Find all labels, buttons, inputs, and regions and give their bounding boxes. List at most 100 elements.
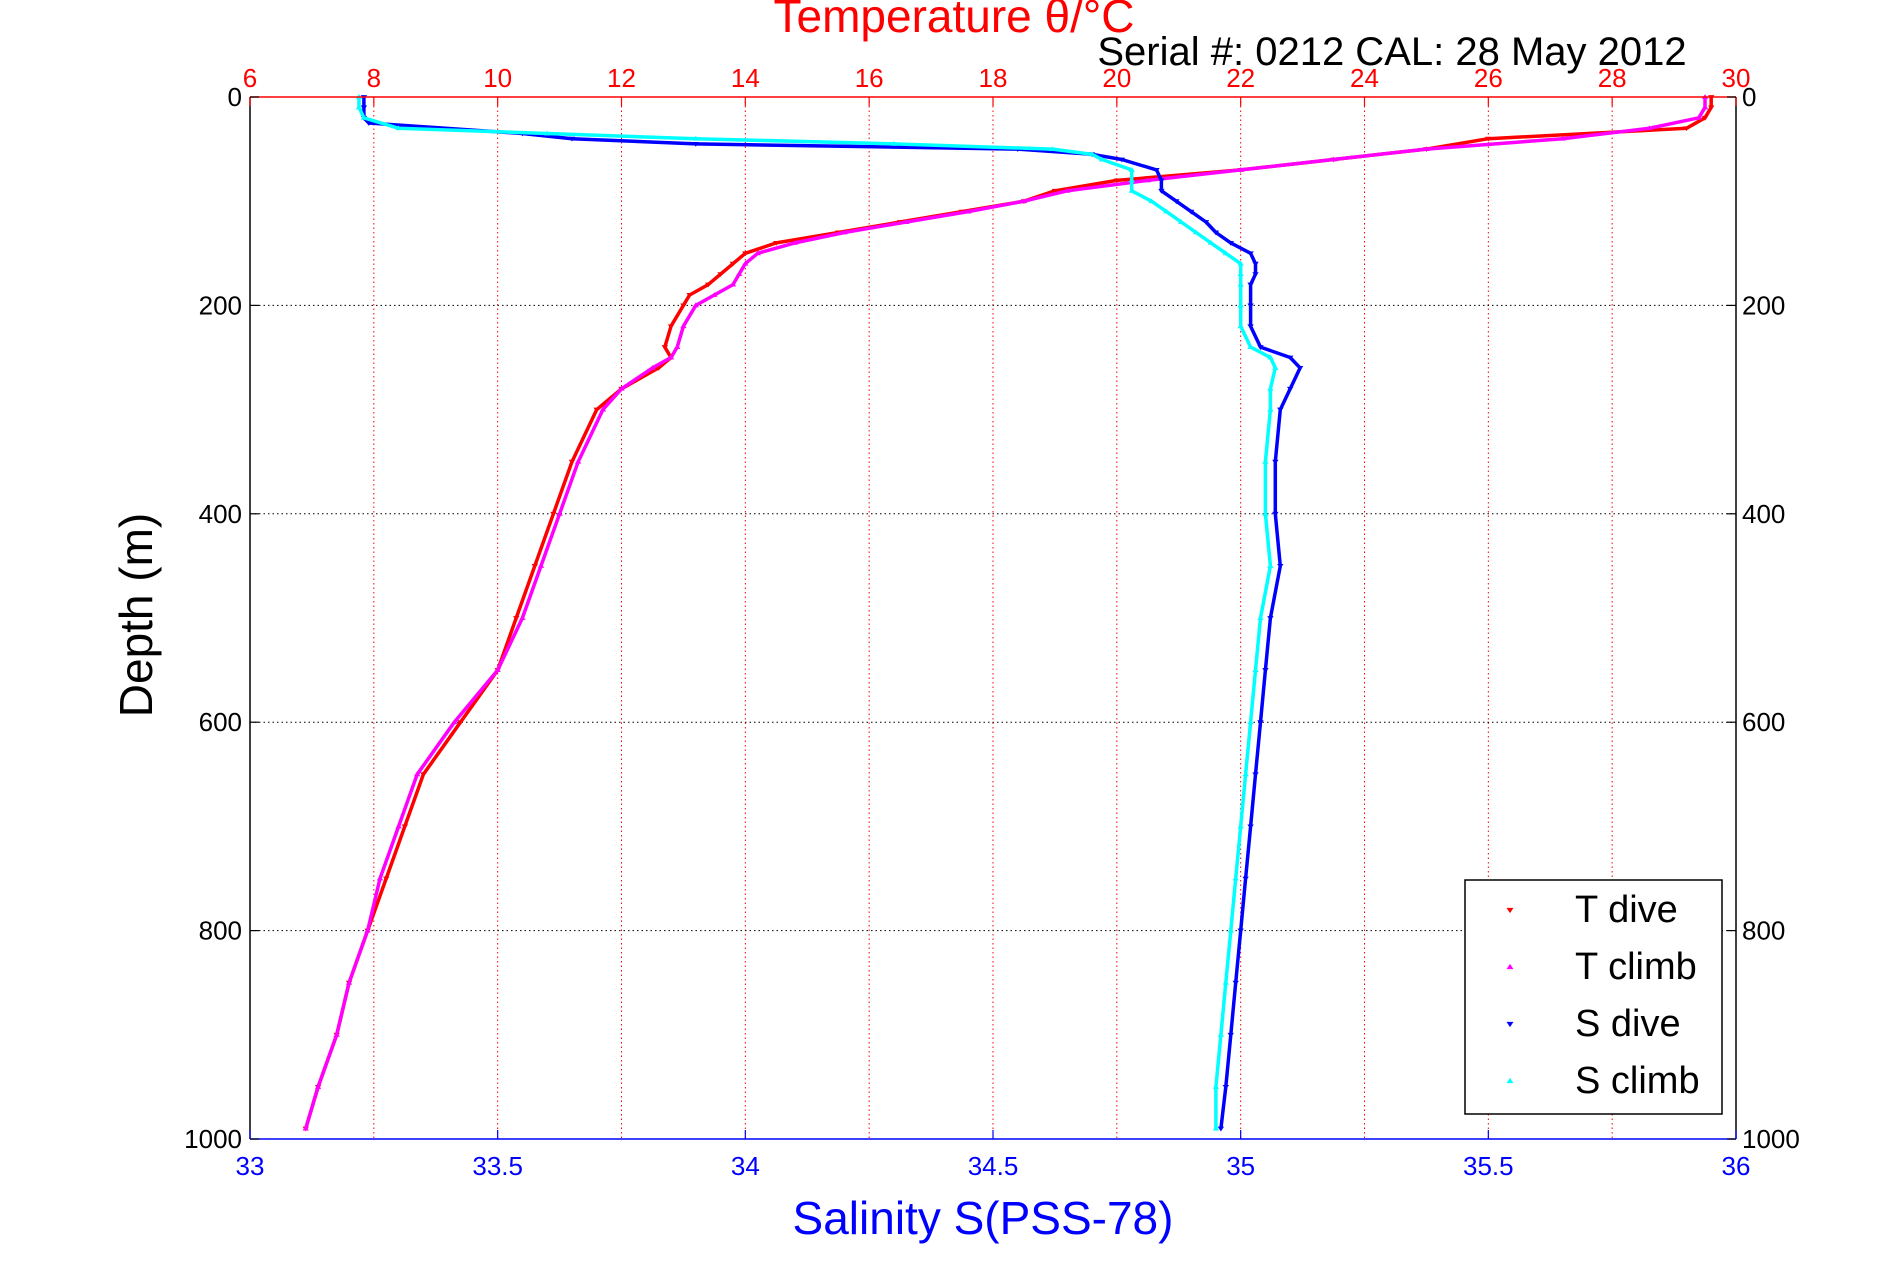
data-point-t-dive [773, 240, 780, 246]
data-point-s-dive [1277, 407, 1284, 413]
data-point-s-dive [1212, 230, 1220, 236]
tick-label-depth-right: 0 [1742, 82, 1756, 112]
temperature-axis-title: Temperature θ/°C [774, 0, 1135, 42]
data-point-t-dive [383, 876, 390, 882]
data-point-s-climb [355, 104, 363, 110]
data-point-t-climb [754, 250, 761, 256]
data-point-t-climb [1701, 104, 1709, 110]
data-point-s-climb [1227, 927, 1234, 933]
legend: T dive T climb S dive S climb [1464, 879, 1723, 1115]
tick-label-depth-left: 1000 [184, 1124, 242, 1154]
series-s-climb [355, 94, 1279, 1131]
data-point-t-dive [593, 407, 600, 413]
data-point-s-dive [1287, 355, 1294, 361]
data-point-s-dive [1232, 980, 1239, 986]
data-point-s-dive [1247, 324, 1254, 330]
data-point-t-climb [791, 240, 799, 245]
data-point-s-climb [1252, 667, 1259, 673]
data-point-s-dive [1257, 345, 1264, 350]
data-point-s-dive [1277, 563, 1284, 569]
data-point-s-climb [1237, 823, 1244, 829]
data-point-t-dive [457, 720, 464, 726]
data-point-t-climb [537, 563, 545, 568]
data-point-t-climb [965, 208, 972, 214]
data-point-t-dive [513, 616, 520, 621]
data-point-s-climb [1272, 365, 1279, 370]
data-point-s-dive [1158, 188, 1165, 194]
data-point-t-climb [711, 292, 718, 297]
data-point-s-climb [1267, 354, 1274, 360]
data-point-t-climb [302, 1125, 309, 1131]
data-point-s-dive [1202, 220, 1210, 225]
tick-label-depth-left: 400 [199, 499, 242, 529]
tick-label-salinity: 33 [236, 1151, 265, 1181]
data-point-s-climb [544, 130, 551, 136]
depth-axis-title: Depth (m) [110, 513, 162, 717]
data-point-s-dive [1262, 668, 1269, 673]
tick-label-temperature: 16 [855, 63, 884, 93]
data-point-s-climb [1267, 406, 1274, 412]
data-point-t-climb [1020, 198, 1028, 204]
data-point-s-dive [1187, 209, 1195, 215]
legend-label-t-climb: T climb [1575, 946, 1697, 988]
tick-label-temperature: 26 [1474, 63, 1503, 93]
tick-label-depth-right: 600 [1742, 707, 1785, 737]
data-point-s-dive [1153, 168, 1160, 173]
data-point-t-dive [729, 261, 737, 267]
series-layer [302, 94, 1715, 1132]
data-point-t-climb [692, 302, 699, 308]
data-point-s-climb [1163, 208, 1170, 214]
data-point-s-dive [1237, 928, 1244, 934]
data-point-t-dive [661, 345, 669, 350]
data-point-s-dive [1247, 824, 1254, 830]
data-point-s-climb [1049, 146, 1056, 152]
grid-layer [250, 97, 1736, 1139]
data-point-t-climb [556, 510, 563, 516]
data-point-s-climb [890, 141, 898, 146]
tick-label-depth-left: 800 [199, 916, 242, 946]
data-point-t-climb [1064, 187, 1071, 193]
data-point-s-climb [1217, 1031, 1225, 1037]
data-point-s-climb [360, 114, 368, 120]
data-point-t-climb [841, 229, 848, 235]
tick-label-salinity: 35 [1226, 1151, 1255, 1181]
data-point-t-climb [667, 354, 675, 360]
data-point-s-dive [1247, 303, 1254, 309]
data-point-t-climb [729, 281, 737, 287]
legend-label-s-dive: S dive [1575, 1003, 1681, 1045]
data-point-t-climb [1237, 167, 1244, 172]
data-point-t-climb [519, 615, 526, 620]
data-point-s-dive [1257, 720, 1264, 726]
tick-label-temperature: 20 [1102, 63, 1131, 93]
tick-label-salinity: 34 [731, 1151, 760, 1181]
tick-label-salinity: 34.5 [968, 1151, 1019, 1181]
data-point-t-climb [903, 219, 910, 224]
data-point-s-dive [1272, 511, 1279, 517]
data-point-t-dive [1485, 136, 1492, 142]
data-point-s-dive [1227, 240, 1234, 246]
data-point-s-dive [1247, 282, 1254, 288]
data-point-t-climb [618, 385, 625, 391]
data-point-s-dive [1217, 1126, 1225, 1132]
data-point-t-climb [574, 458, 582, 464]
data-point-t-climb [1330, 156, 1337, 162]
data-point-s-climb [1128, 167, 1135, 172]
data-point-s-dive [1287, 386, 1294, 392]
data-point-t-dive [550, 511, 557, 517]
data-point-s-climb [1128, 187, 1135, 193]
data-point-t-climb [395, 823, 402, 829]
data-point-t-dive [1113, 178, 1121, 184]
tick-label-depth-left: 0 [228, 82, 242, 112]
data-point-s-climb [1247, 344, 1254, 349]
data-point-s-climb [1262, 510, 1269, 516]
data-point-s-climb [1212, 1084, 1220, 1089]
data-point-s-climb [1222, 979, 1230, 985]
data-point-s-dive [1158, 178, 1165, 184]
data-point-t-climb [599, 406, 607, 412]
data-point-s-climb [1267, 385, 1274, 391]
data-point-s-climb [1232, 875, 1239, 881]
data-point-s-dive [1118, 157, 1125, 163]
data-point-s-climb [1098, 156, 1106, 162]
